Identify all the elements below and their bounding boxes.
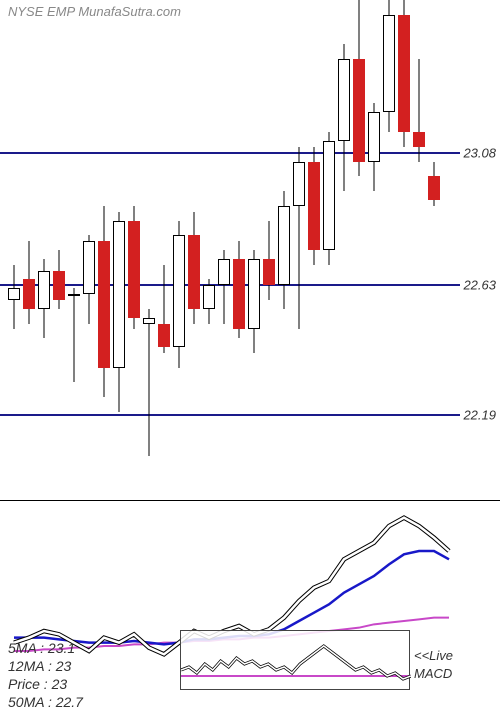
ma12-label: 12MA : 23	[8, 658, 71, 674]
ma50-label: 50MA : 22.7	[8, 694, 83, 710]
price-level-label: 22.63	[463, 278, 496, 293]
candle	[218, 0, 230, 500]
candle	[113, 0, 125, 500]
ma5-label: 5MA : 23.1	[8, 640, 75, 656]
price-label: Price : 23	[8, 676, 67, 692]
candle	[158, 0, 170, 500]
macd-live-label: <<Live	[414, 648, 496, 663]
price-level-label: 23.08	[463, 145, 496, 160]
candle	[263, 0, 275, 500]
macd-overlay-panel	[180, 630, 410, 690]
candle	[308, 0, 320, 500]
candle	[23, 0, 35, 500]
candle	[293, 0, 305, 500]
candle	[428, 0, 440, 500]
candle	[68, 0, 80, 500]
chart-header-label: NYSE EMP MunafaSutra.com	[8, 4, 181, 19]
candle	[413, 0, 425, 500]
candle	[98, 0, 110, 500]
candle	[323, 0, 335, 500]
candle	[368, 0, 380, 500]
candle	[143, 0, 155, 500]
price-level-label: 22.19	[463, 407, 496, 422]
candle	[38, 0, 50, 500]
macd-name-label: MACD	[414, 666, 496, 681]
stock-chart-container: NYSE EMP MunafaSutra.com 23.08 22.63 22.19…	[0, 0, 500, 700]
candle	[83, 0, 95, 500]
candle	[383, 0, 395, 500]
candlestick-panel: 23.08 22.63 22.19	[0, 0, 500, 500]
candle	[398, 0, 410, 500]
candle	[353, 0, 365, 500]
candle	[8, 0, 20, 500]
macd-svg	[181, 631, 411, 691]
candle	[173, 0, 185, 500]
candle	[248, 0, 260, 500]
candle	[338, 0, 350, 500]
candle	[203, 0, 215, 500]
candle	[278, 0, 290, 500]
candle	[233, 0, 245, 500]
candle	[188, 0, 200, 500]
candle	[53, 0, 65, 500]
candle	[128, 0, 140, 500]
